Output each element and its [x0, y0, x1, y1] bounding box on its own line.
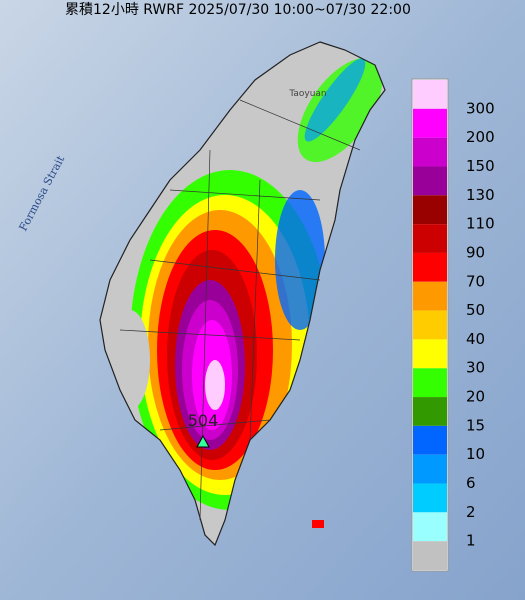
legend-label: 6	[466, 474, 476, 492]
legend-label: 150	[466, 157, 495, 175]
legend-label: 130	[466, 186, 495, 204]
legend-label: 40	[466, 330, 485, 348]
legend-label: 300	[466, 99, 495, 117]
map-title: 累積12小時 RWRF 2025/07/30 10:00~07/30 22:00	[65, 2, 411, 18]
legend-label: 110	[466, 215, 495, 233]
legend-swatch	[413, 310, 447, 340]
legend-swatch	[413, 425, 447, 455]
legend-swatch	[413, 512, 447, 542]
legend-swatch	[413, 137, 447, 167]
legend-swatch	[413, 281, 447, 311]
legend-swatch	[413, 368, 447, 398]
max-label: 504	[188, 411, 219, 430]
legend-label: 15	[466, 416, 485, 434]
legend-swatch	[413, 252, 447, 282]
legend-swatch	[413, 339, 447, 369]
legend-swatch	[413, 195, 447, 225]
legend-swatch	[413, 108, 447, 138]
legend-label: 20	[466, 388, 485, 406]
legend-swatch	[413, 80, 447, 109]
legend: 300 200 150 130 110 90 70 50 40 30 20 15 10 6 2 1	[411, 78, 495, 572]
max-marker	[196, 434, 210, 448]
city-label: Taoyuan	[288, 89, 326, 99]
county-borders	[119, 99, 361, 521]
coastline	[99, 41, 386, 547]
legend-label: 200	[466, 128, 495, 146]
legend-label: 1	[466, 532, 476, 550]
legend-swatch	[413, 454, 447, 484]
legend-label: 70	[466, 272, 485, 290]
legend-swatch	[413, 397, 447, 426]
legend-swatch	[413, 483, 447, 513]
legend-label: 10	[466, 445, 485, 463]
legend-label: 2	[466, 503, 476, 521]
legend-label: 90	[466, 243, 485, 261]
legend-label: 50	[466, 301, 485, 319]
legend-swatch	[413, 224, 447, 253]
legend-label: 30	[466, 359, 485, 377]
legend-swatch	[413, 166, 447, 196]
legend-swatch	[413, 541, 447, 570]
islet	[312, 520, 324, 528]
